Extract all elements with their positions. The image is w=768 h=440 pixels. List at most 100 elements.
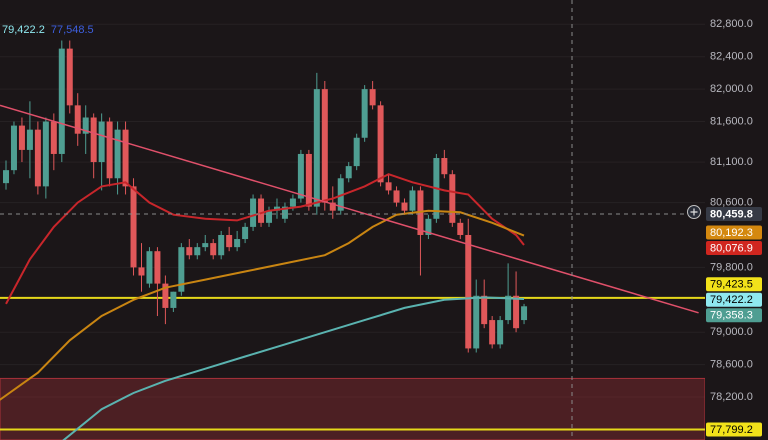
price-label: 80,192.3: [710, 227, 753, 239]
price-label: 80,459.8: [710, 208, 753, 220]
price-label-box: [706, 206, 762, 221]
candle-body: [90, 117, 97, 163]
candle-body: [497, 320, 504, 345]
price-label-box: [706, 308, 762, 323]
price-axis: 82,800.0 82,400.0 82,000.0 81,600.0 81,100.0…: [705, 0, 768, 440]
candle-body: [401, 202, 408, 211]
candle-body: [489, 320, 496, 345]
candle-body: [210, 243, 217, 256]
y-tick-label: 82,800.0: [710, 18, 753, 30]
candle-body: [170, 291, 177, 308]
candle-body: [258, 198, 265, 223]
plot-area: [0, 23, 706, 440]
price-label-box: [706, 277, 762, 292]
candle-body: [106, 121, 113, 179]
candle-body: [465, 234, 472, 349]
price-label-box: [706, 422, 762, 437]
y-tick-label: 82,400.0: [710, 51, 753, 63]
candle-body: [305, 153, 312, 207]
price-label: 79,423.5: [710, 279, 753, 291]
plus-icon: [690, 208, 698, 216]
candle-body: [521, 306, 528, 321]
candle-body: [194, 247, 201, 256]
price-label: 80,076.9: [710, 242, 753, 254]
candle-body: [449, 174, 456, 223]
candle-body: [130, 186, 137, 268]
candle-body: [313, 89, 320, 207]
candle-body: [154, 251, 161, 284]
candle-body: [441, 158, 448, 175]
candle-body: [409, 190, 416, 211]
trendline: [0, 104, 699, 314]
candle-body: [289, 198, 296, 207]
candle-body: [297, 153, 304, 199]
candle-body: [10, 125, 17, 171]
candle-body: [505, 295, 512, 321]
candle-body: [98, 121, 105, 163]
candle-body: [385, 182, 392, 191]
price-label: 77,799.2: [710, 424, 753, 436]
candle-body: [329, 202, 336, 211]
candle-body: [58, 48, 65, 154]
legend: 79,422.2 77,548.5: [2, 24, 94, 36]
y-tick-label: 82,000.0: [710, 83, 753, 95]
moving-average: [62, 296, 525, 440]
candle-body: [234, 239, 241, 248]
candle-body: [242, 226, 249, 240]
moving-average: [5, 173, 525, 305]
candle-body: [377, 105, 384, 183]
price-label: 79,358.3: [710, 310, 753, 322]
price-label-box: [706, 241, 762, 256]
crosshair-plus[interactable]: [687, 205, 701, 219]
candle-body: [457, 222, 464, 235]
candle-body: [513, 295, 520, 329]
candle-body: [473, 295, 480, 349]
candle-body: [202, 243, 209, 248]
candle-body: [50, 121, 57, 154]
candle-body: [18, 125, 25, 150]
candle-body: [369, 89, 376, 106]
candle-body: [361, 89, 368, 138]
candle-body: [162, 283, 169, 308]
candle-body: [26, 129, 33, 150]
candle-body: [321, 89, 328, 203]
zone: [0, 377, 706, 440]
candle-body: [417, 190, 424, 235]
candle-body: [114, 129, 121, 179]
candle-body: [281, 206, 288, 219]
candle-body: [218, 234, 225, 256]
candle-body: [66, 48, 73, 106]
candle-body: [266, 210, 273, 223]
candle-body: [425, 218, 432, 235]
candle-body: [226, 234, 233, 248]
y-tick-label: 80,600.0: [710, 196, 753, 208]
candle-body: [122, 129, 129, 187]
y-tick-label: 81,600.0: [710, 115, 753, 127]
y-tick-label: 79,800.0: [710, 261, 753, 273]
y-tick-label: 78,600.0: [710, 359, 753, 371]
candle-body: [345, 166, 352, 179]
candle-body: [74, 105, 81, 134]
candle-body: [353, 137, 360, 167]
legend-value: 77,548.5: [51, 24, 94, 36]
candle-body: [393, 190, 400, 203]
candle-body: [481, 295, 488, 325]
candle-body: [42, 121, 49, 187]
moving-average: [0, 209, 525, 401]
candle-body: [178, 247, 185, 292]
candle-body: [3, 170, 9, 184]
candle-body: [34, 129, 41, 187]
y-tick-label: 78,200.0: [710, 391, 753, 403]
candle-body: [138, 267, 145, 276]
candle-body: [82, 117, 89, 134]
candle-body: [186, 247, 193, 256]
price-label: 79,422.2: [710, 294, 753, 306]
y-tick-label: 81,100.0: [710, 156, 753, 168]
price-label-box: [706, 292, 762, 307]
candle-body: [273, 206, 280, 211]
candle-body: [146, 251, 153, 284]
legend-value: 79,422.2: [2, 24, 45, 36]
candle-body: [250, 198, 257, 227]
